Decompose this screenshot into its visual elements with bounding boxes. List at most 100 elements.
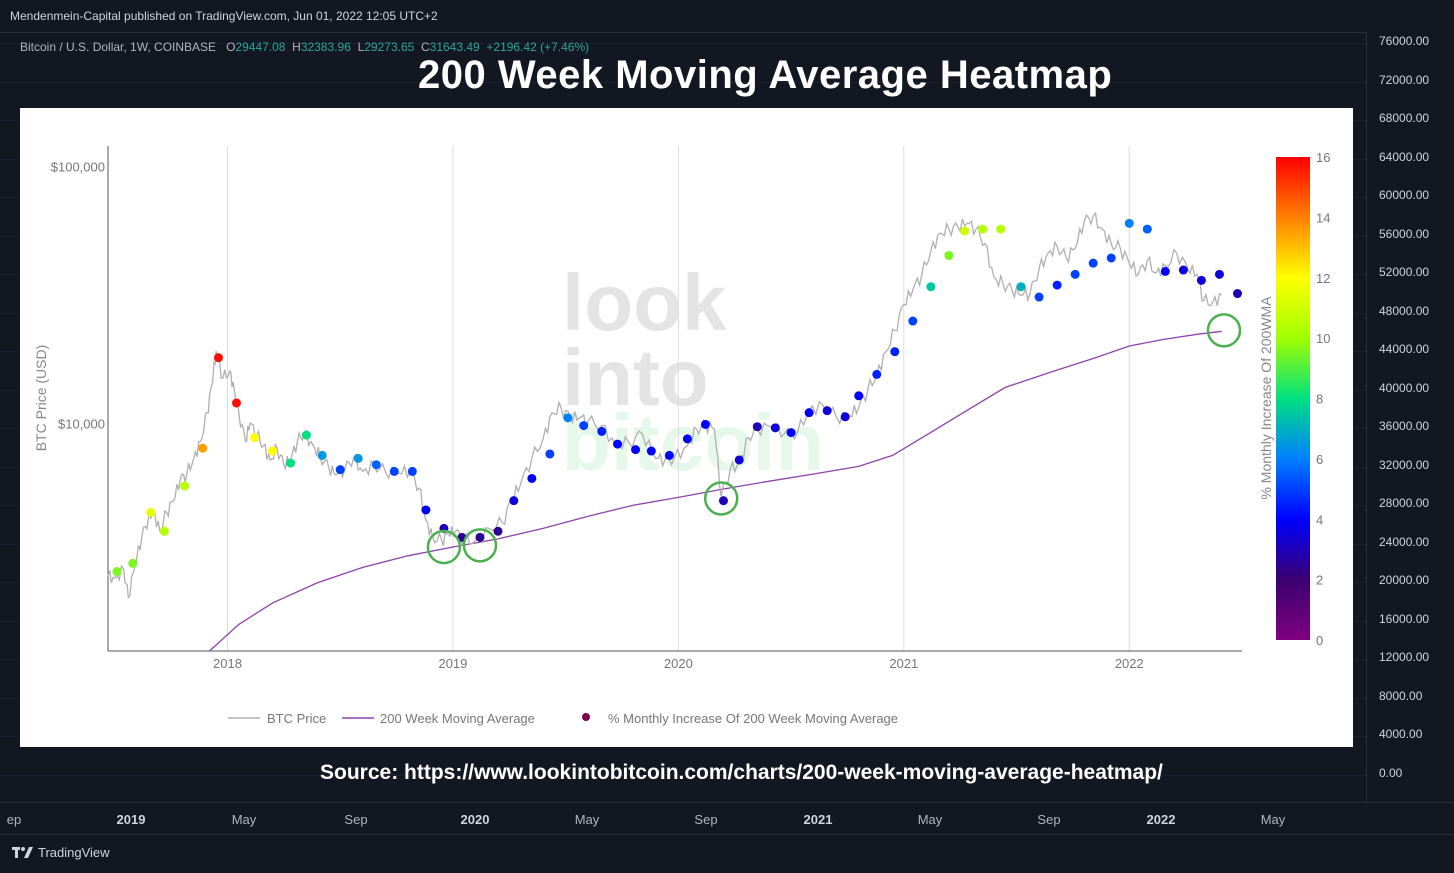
highlight-circle	[426, 529, 462, 565]
price-tick: 76000.00	[1379, 34, 1430, 48]
heat-point	[112, 567, 122, 577]
watermark-line-1: look	[562, 258, 727, 347]
x-tick-label: 2019	[438, 656, 467, 671]
colorbar-tick: 6	[1316, 452, 1323, 467]
heat-point	[1070, 269, 1080, 279]
heat-point	[734, 455, 744, 465]
time-tick: May	[917, 812, 943, 827]
heat-point	[1034, 292, 1044, 302]
heat-point	[926, 282, 936, 292]
heat-point	[700, 419, 710, 429]
heat-point	[978, 224, 988, 234]
colorbar-tick: 4	[1316, 512, 1323, 527]
heat-point	[1178, 265, 1188, 275]
heat-point	[1106, 253, 1116, 263]
heatmap-chart: look into bitcoin $100,000$10,000 2018 20…	[33, 146, 1330, 726]
heat-point	[579, 421, 589, 431]
x-tick-label: 2022	[1115, 656, 1144, 671]
price-tick: 44000.00	[1379, 342, 1430, 356]
time-tick: Sep	[1037, 812, 1061, 827]
brand-name: TradingView	[38, 845, 110, 860]
heat-point	[752, 422, 762, 432]
heat-point	[317, 450, 327, 460]
price-tick: 4000.00	[1379, 727, 1423, 741]
price-tick: 52000.00	[1379, 265, 1430, 279]
heat-point	[268, 446, 278, 456]
price-tick: 16000.00	[1379, 611, 1430, 626]
price-tick: 36000.00	[1379, 419, 1430, 433]
y-tick-labels: $100,000 $10,000	[51, 159, 105, 431]
x-tick-label: 2020	[664, 656, 693, 671]
heat-point	[232, 398, 242, 408]
price-scale[interactable]: 76000.00 72000.00 68000.00 64000.00 60000.00…	[1366, 32, 1454, 802]
price-tick: 72000.00	[1379, 72, 1430, 87]
colorbar-tick: 2	[1316, 573, 1323, 588]
ma-200w-line	[209, 330, 1222, 652]
publish-info: Mendenmein-Capital published on TradingV…	[10, 9, 438, 23]
heat-point	[1196, 275, 1206, 285]
heat-point	[1214, 269, 1224, 279]
tradingview-logo[interactable]: TradingView	[12, 845, 110, 860]
source-caption: Source: https://www.lookintobitcoin.com/…	[320, 761, 1163, 784]
time-tick: May	[231, 812, 257, 827]
footer-bar	[0, 834, 1454, 873]
heat-point	[527, 473, 537, 483]
price-tick: 48000.00	[1379, 303, 1430, 318]
x-tick-label: 2021	[889, 656, 918, 671]
heat-point	[646, 446, 656, 456]
heat-point	[250, 433, 260, 443]
time-tick: May	[1260, 812, 1286, 827]
low-value: 29273.65	[364, 40, 415, 54]
symbol-legend[interactable]: Bitcoin / U.S. Dollar, 1W, COINBASE O294…	[20, 40, 589, 54]
x-tick-labels: 2018 2019 2020 2021 2022	[213, 656, 1144, 671]
heat-point	[407, 466, 417, 476]
price-tick: 12000.00	[1379, 650, 1430, 664]
heat-point	[1016, 282, 1026, 292]
heat-point	[664, 450, 674, 460]
heat-point	[872, 369, 882, 379]
price-tick: 28000.00	[1379, 496, 1430, 510]
heat-point	[804, 408, 814, 418]
heat-point	[770, 423, 780, 433]
heat-point	[371, 460, 381, 470]
legend-heat-points: % Monthly Increase Of 200 Week Moving Av…	[608, 711, 898, 726]
watermark-line-3: bitcoin	[562, 398, 824, 487]
heat-point	[786, 428, 796, 438]
colorbar-tick: 16	[1316, 150, 1330, 165]
gridline	[0, 43, 1366, 44]
chart-axes	[107, 146, 1242, 652]
high-value: 32383.96	[300, 40, 351, 54]
heat-point	[509, 496, 519, 506]
heat-point	[198, 443, 208, 453]
heat-point	[960, 226, 970, 236]
colorbar-tick: 0	[1316, 633, 1323, 648]
highlight-circle	[703, 481, 739, 516]
colorbar-tick: 12	[1316, 271, 1330, 286]
heatmap-image-panel: look into bitcoin $100,000 $10,000 2018 20…	[20, 108, 1353, 747]
heat-point	[631, 445, 641, 455]
heat-point	[128, 558, 138, 568]
time-tick: ep	[6, 812, 22, 827]
colorbar-label: % Monthly Increase Of 200WMA	[1258, 296, 1274, 500]
gridline	[0, 774, 1366, 776]
heat-point	[493, 526, 503, 536]
heat-point	[908, 316, 918, 326]
chart-legend: BTC Price 200 Week Moving Average % Mont…	[228, 711, 898, 726]
heat-point	[159, 526, 169, 536]
heat-point	[353, 453, 363, 463]
price-tick: 32000.00	[1379, 457, 1430, 472]
heat-point	[944, 250, 954, 260]
colorbar-tick: 8	[1316, 392, 1323, 407]
price-tick: 40000.00	[1379, 380, 1430, 395]
price-tick: 8000.00	[1379, 688, 1423, 703]
heat-point	[854, 391, 864, 401]
price-tick: 0.00	[1379, 765, 1403, 780]
vertical-gridlines	[226, 146, 1130, 651]
heat-point	[421, 505, 431, 515]
heat-point	[146, 507, 156, 517]
time-axis[interactable]: ep 2019 May Sep 2020 May Sep 2021 May Sep 2022 May	[0, 802, 1454, 835]
heat-point	[301, 430, 311, 440]
heat-point	[475, 532, 485, 542]
publish-header: Mendenmein-Capital published on TradingV…	[0, 0, 1454, 32]
legend-heat-dot	[582, 713, 590, 721]
